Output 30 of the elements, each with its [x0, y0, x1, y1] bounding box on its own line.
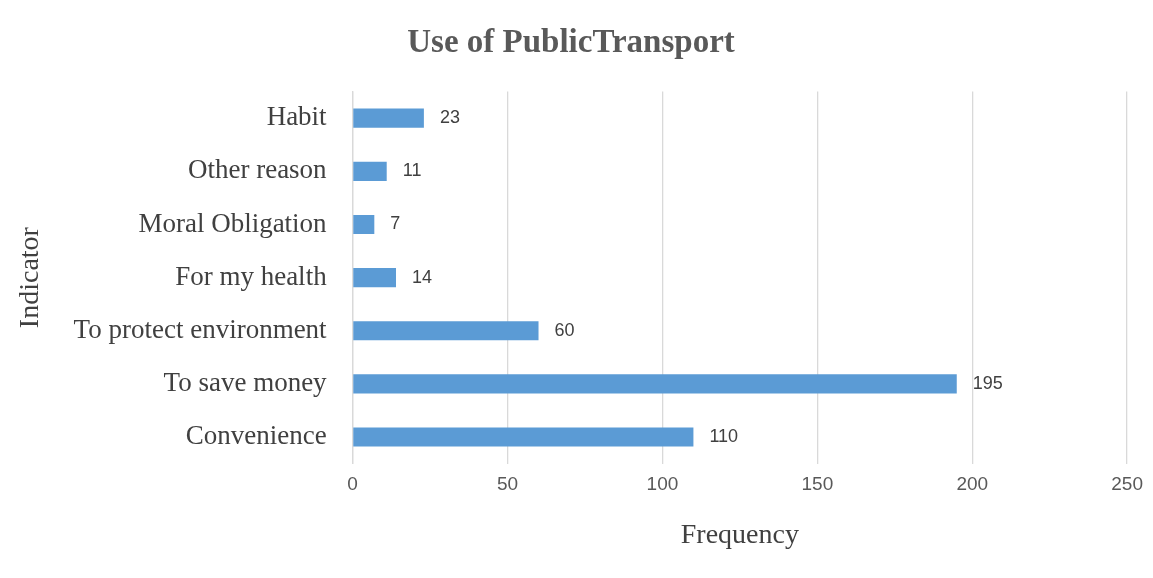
data-label: 195	[972, 372, 1003, 393]
y-tick-label: For my health	[175, 260, 328, 291]
data-label: 7	[390, 213, 401, 234]
y-tick-label: Other reason	[187, 154, 328, 185]
data-label: 11	[402, 160, 422, 181]
data-label: 60	[554, 319, 575, 340]
data-label: 14	[412, 266, 433, 287]
y-tick-label: To protect environment	[73, 313, 328, 344]
x-axis-title: Frequency	[680, 517, 799, 549]
y-tick-label: Habit	[266, 101, 328, 132]
bar	[353, 108, 424, 128]
x-tick-label: 250	[1111, 473, 1143, 495]
bar	[353, 161, 387, 181]
bar	[353, 214, 375, 235]
y-tick-label: Convenience	[185, 420, 327, 451]
x-tick-label: 100	[646, 473, 679, 495]
x-tick-label: 50	[496, 473, 519, 495]
bar	[353, 321, 539, 341]
x-tick-label: 0	[347, 473, 358, 495]
data-label: 23	[439, 107, 460, 128]
x-tick-label: 200	[956, 473, 989, 495]
x-tick-label: 150	[801, 473, 834, 495]
chart-title: Use of PublicTransport	[407, 23, 735, 60]
bar	[353, 374, 957, 394]
y-tick-label: Moral Obligation	[138, 207, 328, 238]
y-tick-label: To save money	[163, 366, 328, 397]
bar	[353, 427, 694, 447]
bar	[353, 268, 397, 288]
data-label: 110	[709, 426, 739, 446]
y-axis-title: Indicator	[13, 226, 45, 329]
